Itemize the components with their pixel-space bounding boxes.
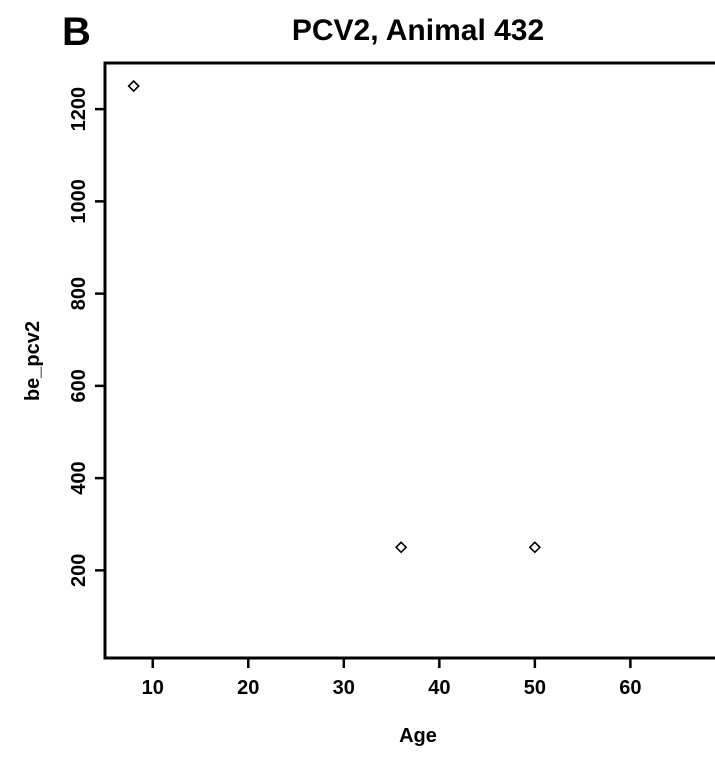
- panel-label: B: [62, 10, 91, 54]
- data-points: [127, 79, 541, 554]
- x-tick-label: 60: [619, 677, 641, 699]
- data-point: [127, 79, 140, 93]
- y-tick-label: 600: [68, 369, 90, 402]
- x-tick-label: 50: [524, 677, 546, 699]
- y-tick-label: 800: [68, 277, 90, 310]
- x-axis-label: Age: [399, 725, 437, 747]
- y-tick-label: 1000: [68, 179, 90, 224]
- y-axis-label: be_pcv2: [22, 321, 44, 401]
- x-tick-label: 20: [237, 677, 259, 699]
- chart-title: PCV2, Animal 432: [292, 14, 544, 47]
- y-axis: 200 400 600 800 1000 1200: [68, 87, 105, 587]
- plot-frame: [103, 61, 715, 660]
- data-point: [528, 541, 541, 554]
- y-tick-label: 400: [68, 461, 90, 494]
- data-point: [394, 541, 408, 554]
- y-tick-label: 200: [68, 554, 90, 587]
- x-tick-label: 40: [428, 677, 450, 699]
- y-tick-label: 1200: [68, 87, 90, 131]
- x-tick-label: 30: [333, 677, 355, 699]
- x-tick-label: 10: [142, 677, 164, 699]
- x-axis: 10203040506070: [142, 658, 715, 699]
